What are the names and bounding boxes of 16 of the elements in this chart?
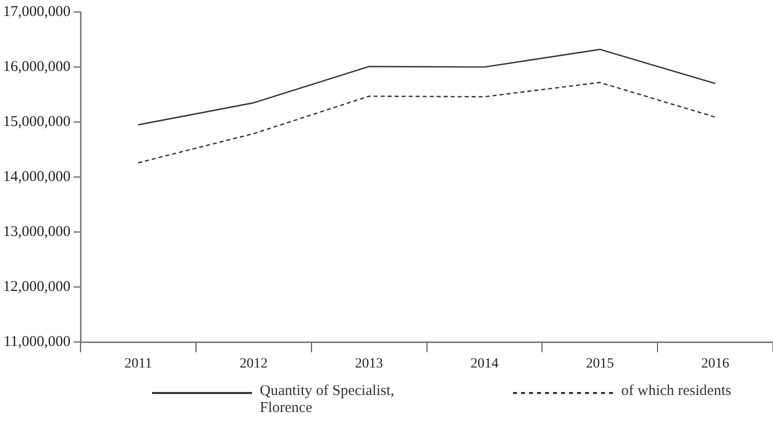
line-series — [138, 82, 716, 164]
legend-label: of which residents — [621, 383, 732, 400]
x-tick-label: 2016 — [701, 356, 730, 372]
y-tick-label: 14,000,000 — [3, 169, 70, 186]
x-tick-label: 2012 — [240, 356, 268, 372]
y-tick-label: 16,000,000 — [3, 58, 70, 75]
x-tick-label: 2014 — [470, 356, 498, 372]
y-tick-label: 11,000,000 — [4, 334, 70, 350]
y-tick-label: 13,000,000 — [3, 224, 70, 240]
legend-label: Quantity of Specialist, Florence — [260, 383, 396, 417]
x-tick-label: 2013 — [355, 356, 384, 372]
x-tick-label: 2011 — [124, 356, 152, 372]
y-tick-label: 15,000,000 — [3, 114, 70, 130]
y-tick-label: 12,000,000 — [3, 279, 70, 296]
x-tick-label: 2015 — [586, 356, 614, 372]
y-tick-label: 17,000,000 — [3, 4, 70, 20]
